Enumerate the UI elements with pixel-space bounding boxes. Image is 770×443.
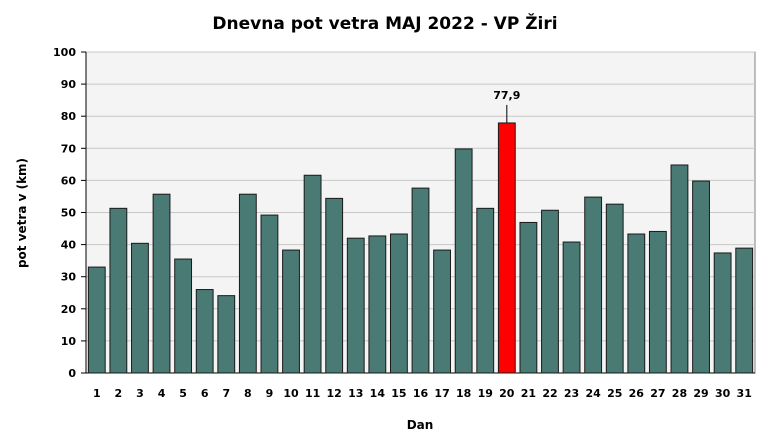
x-tick-label: 23 bbox=[564, 387, 579, 400]
bar bbox=[519, 221, 538, 374]
x-tick-label: 25 bbox=[607, 387, 622, 400]
x-tick-label: 7 bbox=[222, 387, 230, 400]
x-axis-label: Dan bbox=[407, 418, 434, 432]
y-tick-label: 60 bbox=[61, 174, 77, 187]
y-tick-label: 0 bbox=[68, 367, 76, 380]
bar bbox=[131, 242, 149, 374]
x-tick-label: 31 bbox=[737, 387, 752, 400]
bar bbox=[476, 207, 495, 374]
y-tick-label: 100 bbox=[53, 46, 76, 59]
x-tick-labels: 1 2 3 4 5 6 7 8 9 10 11 12 13 14 15 16 17 18 19 20 21 22 23 24 2… bbox=[93, 387, 752, 400]
bar bbox=[238, 193, 257, 374]
y-tick-labels: 0 10 20 30 40 50 60 70 80 90 100 bbox=[53, 46, 76, 380]
bar bbox=[584, 196, 603, 374]
x-tick-label: 26 bbox=[629, 387, 645, 400]
bar bbox=[282, 249, 300, 374]
bar bbox=[541, 209, 559, 374]
bar bbox=[433, 249, 451, 374]
x-tick-label: 21 bbox=[521, 387, 536, 400]
bar bbox=[217, 295, 236, 374]
x-tick-label: 3 bbox=[136, 387, 144, 400]
x-tick-label: 16 bbox=[413, 387, 429, 400]
bar bbox=[713, 252, 732, 374]
x-tick-label: 27 bbox=[650, 387, 665, 400]
x-tick-label: 30 bbox=[715, 387, 731, 400]
x-tick-label: 28 bbox=[672, 387, 687, 400]
chart-title: Dnevna pot vetra MAJ 2022 - VP Žiri bbox=[212, 12, 557, 34]
x-tick-label: 22 bbox=[542, 387, 557, 400]
y-tick-label: 80 bbox=[61, 110, 77, 123]
x-tick-label: 11 bbox=[305, 387, 320, 400]
x-tick-label: 1 bbox=[93, 387, 101, 400]
bar bbox=[346, 237, 365, 374]
y-tick-label: 10 bbox=[61, 335, 77, 348]
bar bbox=[174, 258, 193, 374]
bar bbox=[735, 247, 754, 374]
x-tick-label: 20 bbox=[499, 387, 515, 400]
bar bbox=[562, 241, 581, 374]
y-tick-label: 30 bbox=[61, 271, 77, 284]
bar bbox=[454, 148, 473, 374]
annotations: 77,9 bbox=[493, 89, 520, 123]
bar bbox=[303, 174, 322, 374]
bars bbox=[87, 122, 754, 374]
y-axis-label: pot vetra v (km) bbox=[15, 158, 29, 268]
bar bbox=[109, 207, 128, 374]
x-tick-label: 6 bbox=[201, 387, 209, 400]
x-tick-label: 19 bbox=[478, 387, 493, 400]
y-tick-label: 90 bbox=[61, 78, 77, 91]
bar bbox=[411, 187, 430, 374]
x-tick-label: 14 bbox=[370, 387, 386, 400]
x-tick-label: 13 bbox=[348, 387, 363, 400]
y-tick-label: 20 bbox=[61, 303, 77, 316]
x-tick-label: 12 bbox=[327, 387, 342, 400]
bar bbox=[260, 214, 279, 374]
bar bbox=[627, 233, 646, 374]
bar bbox=[195, 289, 214, 374]
x-tick-label: 2 bbox=[115, 387, 123, 400]
bar bbox=[87, 266, 106, 374]
bar-highlight bbox=[497, 122, 516, 374]
x-tick-label: 24 bbox=[585, 387, 601, 400]
bar bbox=[670, 164, 689, 374]
x-tick-label: 15 bbox=[391, 387, 406, 400]
x-tick-label: 4 bbox=[158, 387, 166, 400]
x-tick-label: 10 bbox=[283, 387, 299, 400]
x-tick-label: 17 bbox=[434, 387, 449, 400]
x-tick-label: 18 bbox=[456, 387, 471, 400]
x-tick-label: 5 bbox=[179, 387, 187, 400]
x-tick-label: 8 bbox=[244, 387, 252, 400]
bar bbox=[152, 193, 171, 374]
data-label-max: 77,9 bbox=[493, 89, 520, 102]
bar bbox=[325, 197, 344, 374]
bar bbox=[368, 235, 387, 374]
bar bbox=[390, 233, 408, 374]
bar bbox=[648, 230, 667, 374]
x-tick-label: 9 bbox=[266, 387, 274, 400]
y-tick-label: 40 bbox=[61, 239, 77, 252]
y-tick-label: 50 bbox=[61, 207, 77, 220]
y-tick-label: 70 bbox=[61, 142, 77, 155]
bar bbox=[692, 180, 710, 374]
x-tick-label: 29 bbox=[693, 387, 708, 400]
bar bbox=[605, 203, 624, 374]
